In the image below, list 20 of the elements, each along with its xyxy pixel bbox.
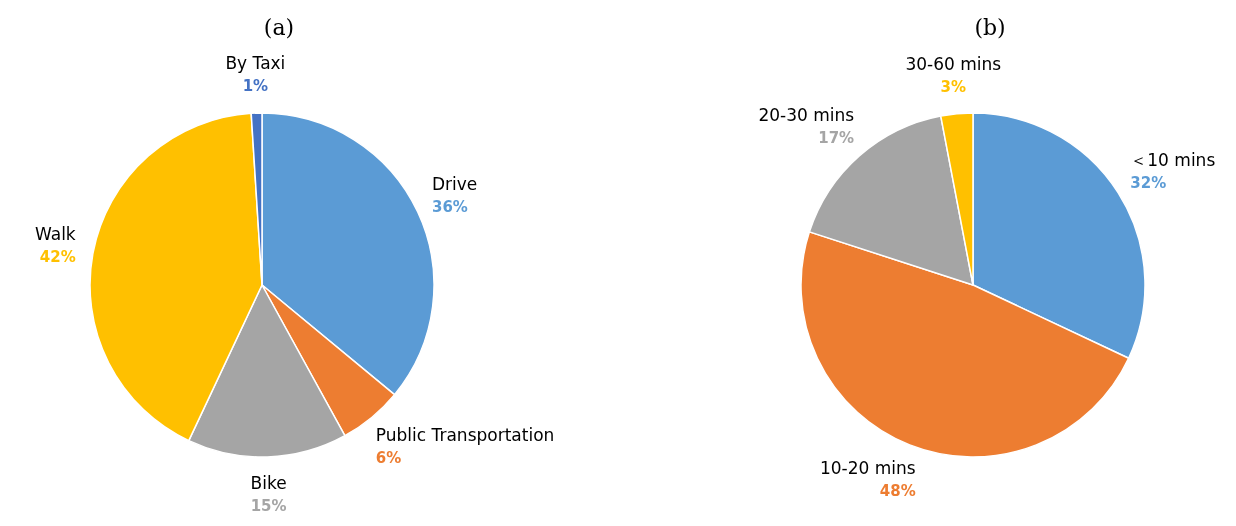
- slice-label: 30-60 mins: [905, 53, 1002, 74]
- data-label: 3%: [940, 77, 966, 96]
- slice-label: ＜10 mins: [1130, 150, 1216, 171]
- data-label: 42%: [39, 247, 76, 266]
- slice-label: 20-30 mins: [758, 105, 855, 126]
- slice-label: Walk: [35, 223, 76, 244]
- data-label: 6%: [375, 448, 402, 467]
- slice-label: Bike: [250, 472, 287, 493]
- chart-title: (a): [263, 15, 295, 40]
- slice-label: 10-20 mins: [819, 458, 916, 479]
- data-label: 48%: [879, 482, 916, 501]
- data-label: 17%: [818, 129, 855, 148]
- data-label: 36%: [432, 197, 468, 216]
- slice-label: Drive: [432, 173, 478, 194]
- data-label: 1%: [242, 77, 269, 96]
- data-label: 32%: [1130, 174, 1167, 193]
- slice-label: Public Transportation: [375, 424, 555, 445]
- slice-label: By Taxi: [225, 53, 286, 74]
- chart-title: (b): [974, 15, 1006, 40]
- data-label: 15%: [250, 496, 287, 515]
